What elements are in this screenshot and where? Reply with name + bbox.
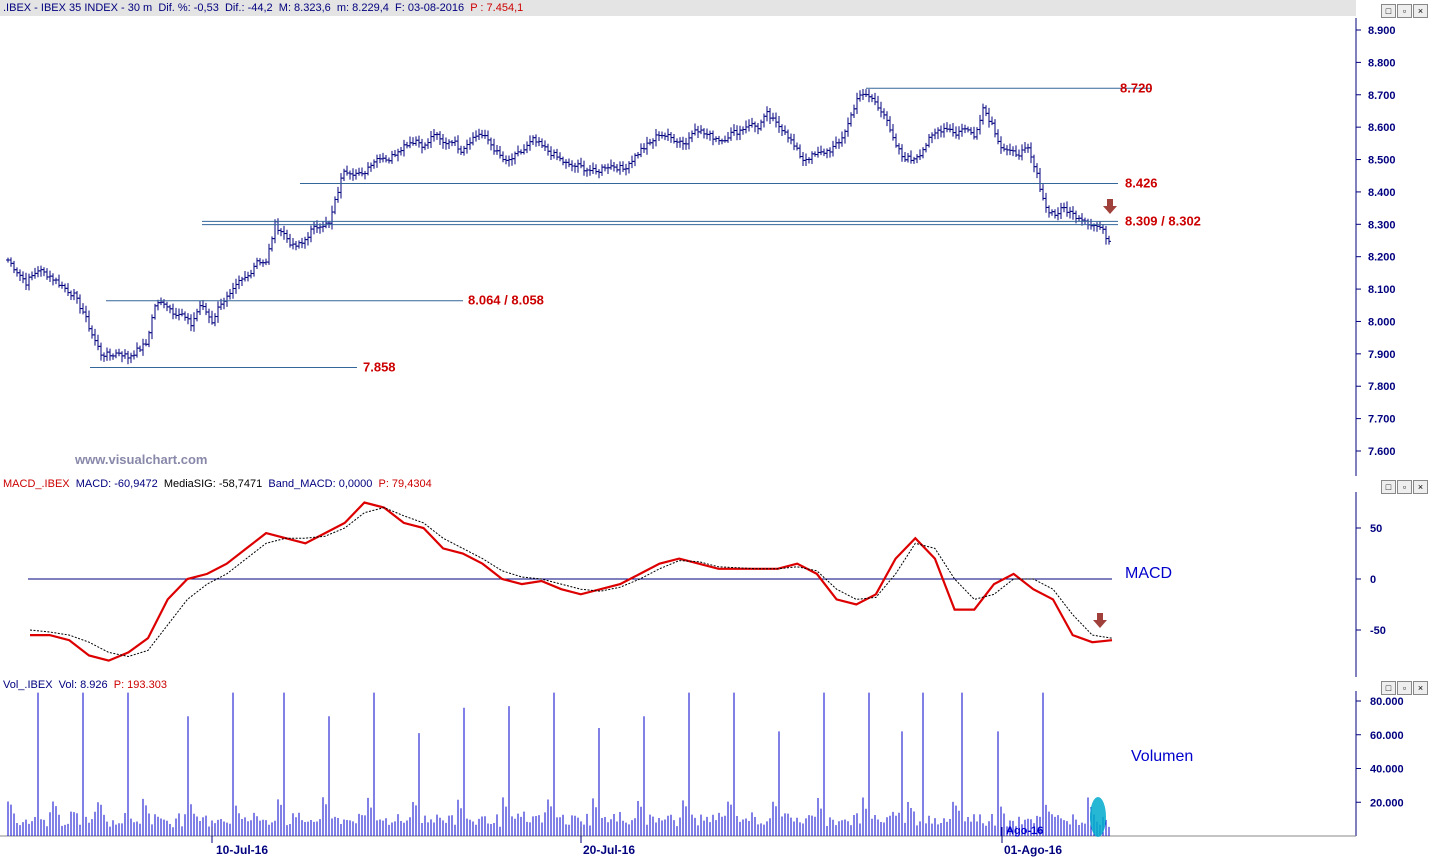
y-tick-label: 8.900: [1368, 25, 1396, 37]
x-tick-label: 01-Ago-16: [1004, 843, 1063, 857]
macd-panel: MACD_.IBEX MACD: -60,9472 MediaSIG: -58,…: [0, 476, 1432, 677]
y-tick-label: 8.300: [1368, 219, 1396, 231]
volume-panel: Vol_.IBEX Vol: 8.926 P: 193.303 □ ▫ × 20.0…: [0, 677, 1432, 857]
close-button[interactable]: ×: [1413, 681, 1428, 695]
macd-header: MACD_.IBEX MACD: -60,9472 MediaSIG: -58,…: [0, 476, 1356, 492]
x-tick-label: 20-Jul-16: [583, 843, 636, 857]
volume-panel-controls: □ ▫ ×: [1380, 678, 1428, 695]
band-value-label: Band_MACD: 0,0000: [268, 478, 373, 490]
symbol-label: .IBEX - IBEX 35 INDEX -: [3, 2, 128, 14]
close-button[interactable]: ×: [1413, 4, 1428, 18]
month-annotation: Ago-16: [1006, 825, 1043, 837]
minimize-button[interactable]: □: [1381, 4, 1396, 18]
volume-chart[interactable]: 20.000 40.000 60.000 80.000 Volumen Ago-16: [0, 677, 1432, 857]
date-label: F: 03-08-2016: [395, 2, 465, 14]
macd-chart[interactable]: 50 0 -50 MACD: [0, 476, 1432, 677]
macd-name-label: MACD_.IBEX: [3, 478, 70, 490]
y-tick-label: 8.400: [1368, 187, 1396, 199]
volume-label: Volumen: [1131, 748, 1193, 765]
level-label: 8.426: [1125, 176, 1158, 191]
macd-line: [30, 501, 1113, 662]
signal-line: [29, 507, 1113, 658]
macd-panel-controls: □ ▫ ×: [1380, 477, 1428, 494]
y-tick-label: 8.600: [1368, 122, 1396, 134]
signal-value-label: MediaSIG: -58,7471: [163, 478, 263, 490]
level-label: 8.309 / 8.302: [1125, 213, 1201, 228]
min-label: m: 8.229,4: [336, 2, 389, 14]
price-chart[interactable]: 7.600 7.700 7.800 7.900 8.000 8.100 8.200 8.300…: [0, 0, 1432, 476]
level-label: 7.858: [363, 359, 396, 374]
y-tick-label: 7.700: [1368, 414, 1396, 426]
restore-button[interactable]: ▫: [1397, 4, 1412, 18]
vol-name-label: Vol_.IBEX: [3, 679, 53, 691]
y-tick-label: -50: [1370, 625, 1386, 637]
y-tick-label: 0: [1370, 574, 1376, 586]
dif-pct-label: Dif. %: -0,53: [158, 2, 219, 14]
price-panel: .IBEX - IBEX 35 INDEX - 30 m Dif. %: -0,…: [0, 0, 1432, 476]
price-header: .IBEX - IBEX 35 INDEX - 30 m Dif. %: -0,…: [0, 0, 1356, 16]
level-label: 8.720: [1120, 80, 1153, 95]
volume-header: Vol_.IBEX Vol: 8.926 P: 193.303: [0, 677, 1356, 693]
watermark: www.visualchart.com: [75, 452, 208, 467]
y-tick-label: 7.800: [1368, 381, 1396, 393]
vol-p-label: P: 193.303: [113, 679, 167, 691]
level-label: 8.064 / 8.058: [468, 293, 544, 308]
restore-button[interactable]: ▫: [1397, 681, 1412, 695]
y-tick-label: 8.500: [1368, 155, 1396, 167]
macd-p-label: P: 79,4304: [378, 478, 432, 490]
minimize-button[interactable]: □: [1381, 681, 1396, 695]
highlight-marker: [1090, 797, 1106, 837]
y-tick-label: 7.900: [1368, 349, 1396, 361]
minimize-button[interactable]: □: [1381, 480, 1396, 494]
macd-value-label: MACD: -60,9472: [75, 478, 158, 490]
y-tick-label: 7.600: [1368, 446, 1396, 458]
restore-button[interactable]: ▫: [1397, 480, 1412, 494]
y-tick-label: 8.100: [1368, 284, 1396, 296]
p-label: P : 7.454,1: [470, 2, 524, 14]
y-tick-label: 50: [1370, 523, 1382, 535]
down-arrow-icon: [1103, 199, 1117, 214]
y-tick-label: 8.800: [1368, 57, 1396, 69]
macd-label: MACD: [1125, 565, 1172, 582]
x-tick-label: 10-Jul-16: [216, 843, 269, 857]
y-tick-label: 80.000: [1370, 696, 1404, 708]
vol-value-label: Vol: 8.926: [58, 679, 108, 691]
dif-label: Dif.: -44,2: [224, 2, 273, 14]
y-tick-label: 40.000: [1370, 764, 1404, 776]
down-arrow-icon: [1093, 613, 1107, 628]
y-tick-label: 8.200: [1368, 252, 1396, 264]
max-label: M: 8.323,6: [278, 2, 331, 14]
close-button[interactable]: ×: [1413, 480, 1428, 494]
timeframe-label: 30 m: [127, 2, 153, 14]
y-tick-label: 20.000: [1370, 797, 1404, 809]
y-tick-label: 60.000: [1370, 730, 1404, 742]
y-tick-label: 8.700: [1368, 90, 1396, 102]
price-panel-controls: □ ▫ ×: [1380, 1, 1428, 18]
y-tick-label: 8.000: [1368, 316, 1396, 328]
